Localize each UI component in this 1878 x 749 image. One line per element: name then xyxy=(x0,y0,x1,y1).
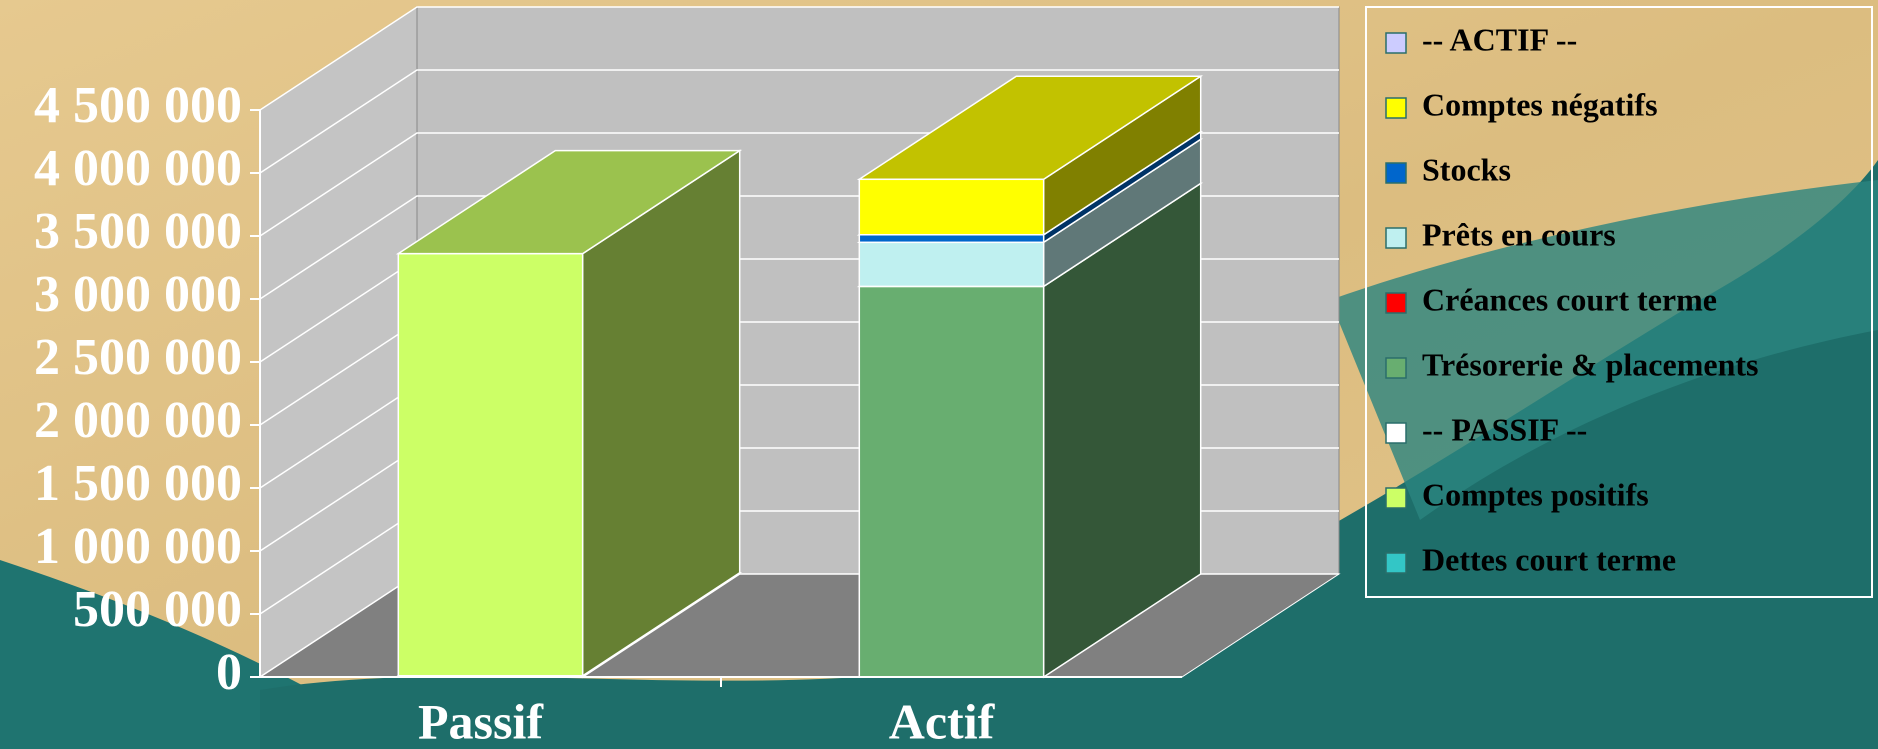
y-tick-label: 4 500 000 xyxy=(34,77,242,134)
side-wall xyxy=(259,6,418,678)
bar xyxy=(858,233,1045,244)
x-tick-label: Actif xyxy=(889,693,996,749)
legend-item: -- ACTIF -- xyxy=(1385,21,1577,57)
legend-swatch xyxy=(1385,357,1407,379)
bar xyxy=(858,178,1045,236)
legend-item: -- PASSIF -- xyxy=(1385,411,1587,447)
legend-swatch xyxy=(1385,97,1407,119)
grid-line xyxy=(259,6,1339,111)
legend-swatch xyxy=(1385,162,1407,184)
y-tick-label: 2 000 000 xyxy=(34,392,242,449)
legend: -- ACTIF -- Comptes négatifs Stocks Prêts e… xyxy=(1385,21,1758,577)
y-tick-label: 1 500 000 xyxy=(34,455,242,512)
legend-label: Comptes positifs xyxy=(1422,476,1649,512)
legend-item: Prêts en cours xyxy=(1385,216,1616,252)
decor-swoosh xyxy=(0,560,620,749)
bar-segment xyxy=(856,74,1204,237)
bar-top xyxy=(395,149,743,255)
legend-label: Prêts en cours xyxy=(1422,216,1616,252)
legend-label: Trésorerie & placements xyxy=(1422,346,1758,382)
legend-swatch xyxy=(1385,487,1407,509)
decor-swoosh xyxy=(260,160,1878,749)
legend-label: -- PASSIF -- xyxy=(1422,411,1587,447)
legend-swatch xyxy=(1385,552,1407,574)
plot-area: 0 500 000 1 000 000 1 500 000 2 000 000 2 500… xyxy=(34,6,1341,749)
legend-label: Stocks xyxy=(1422,151,1511,187)
y-tick-label: 4 000 000 xyxy=(34,140,242,197)
legend-item: Stocks xyxy=(1385,151,1511,187)
bar xyxy=(858,241,1045,288)
legend-swatch xyxy=(1385,227,1407,249)
y-tick-label: 3 500 000 xyxy=(34,203,242,260)
decor-swoosh xyxy=(1330,180,1878,520)
legend-label: Créances court terme xyxy=(1422,281,1717,317)
legend-swatch xyxy=(1385,32,1407,54)
legend-item: Trésorerie & placements xyxy=(1385,346,1758,382)
legend-swatch xyxy=(1385,422,1407,444)
bar xyxy=(858,285,1045,678)
legend-label: -- ACTIF -- xyxy=(1422,21,1577,57)
legend-swatch xyxy=(1385,292,1407,314)
bar-segment xyxy=(395,149,743,678)
bar-top xyxy=(856,75,1204,181)
x-tick-label: Passif xyxy=(418,693,544,749)
bar xyxy=(397,252,584,677)
legend-item: Comptes négatifs xyxy=(1385,86,1658,122)
y-tick-label: 3 000 000 xyxy=(34,266,242,323)
y-tick-label: 1 000 000 xyxy=(34,518,242,575)
legend-item: Créances court terme xyxy=(1385,281,1717,317)
y-tick-label: 0 xyxy=(216,644,242,701)
legend-box xyxy=(1365,6,1873,598)
legend-label: Comptes négatifs xyxy=(1422,86,1658,122)
grid-line xyxy=(259,69,1339,174)
legend-item: Dettes court terme xyxy=(1385,541,1676,577)
legend-item: Comptes positifs xyxy=(1385,476,1649,512)
y-tick-label: 500 000 xyxy=(73,581,242,638)
y-tick-label: 2 500 000 xyxy=(34,329,242,386)
legend-label: Dettes court terme xyxy=(1422,541,1676,577)
